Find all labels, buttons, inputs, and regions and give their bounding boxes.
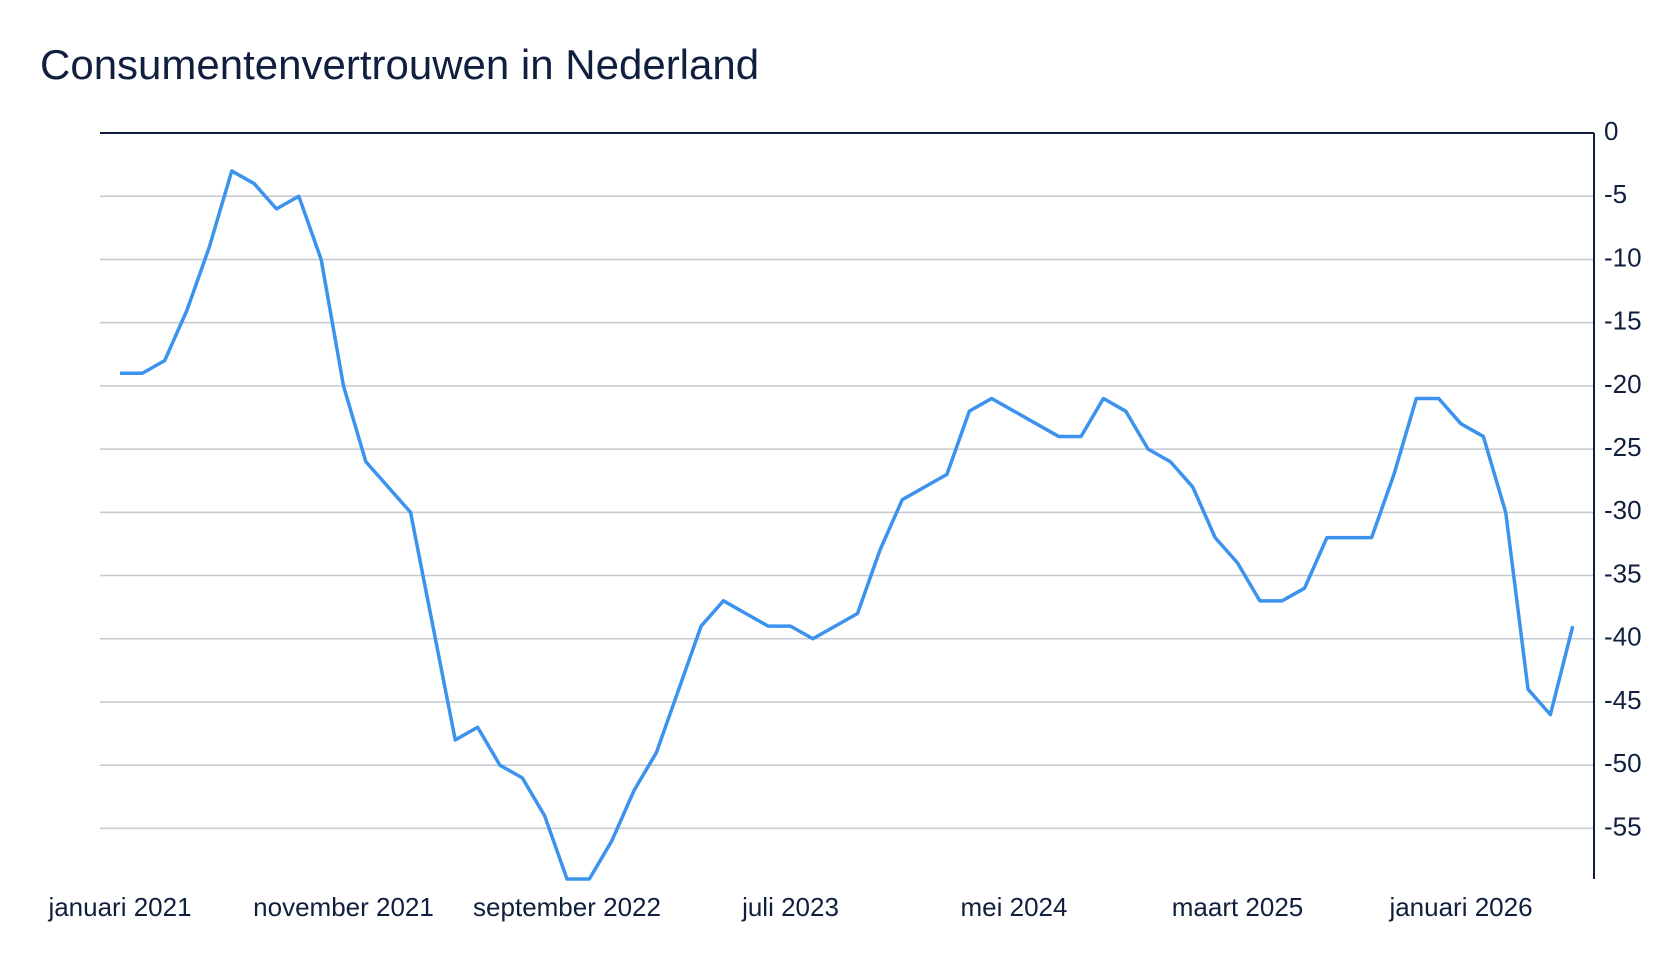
y-tick-label: -20 (1604, 369, 1642, 399)
x-tick-label: november 2021 (253, 892, 434, 922)
x-tick-label: maart 2025 (1172, 892, 1304, 922)
y-tick-label: -15 (1604, 306, 1642, 336)
y-tick-label: -5 (1604, 179, 1627, 209)
x-tick-label: januari 2021 (47, 892, 191, 922)
y-tick-label: -30 (1604, 495, 1642, 525)
y-tick-label: -45 (1604, 685, 1642, 715)
y-tick-label: -55 (1604, 811, 1642, 841)
y-tick-label: -35 (1604, 558, 1642, 588)
x-tick-label: januari 2026 (1388, 892, 1532, 922)
y-tick-label: -25 (1604, 432, 1642, 462)
chart-title: Consumentenvertrouwen in Nederland (40, 41, 759, 88)
y-tick-label: -40 (1604, 622, 1642, 652)
data-line (120, 169, 1575, 881)
x-tick-label: mei 2024 (961, 892, 1068, 922)
x-tick-label: juli 2023 (741, 892, 839, 922)
y-tick-label: -10 (1604, 242, 1642, 272)
x-tick-label: september 2022 (473, 892, 661, 922)
y-tick-label: 0 (1604, 116, 1618, 146)
y-tick-label: -50 (1604, 748, 1642, 778)
